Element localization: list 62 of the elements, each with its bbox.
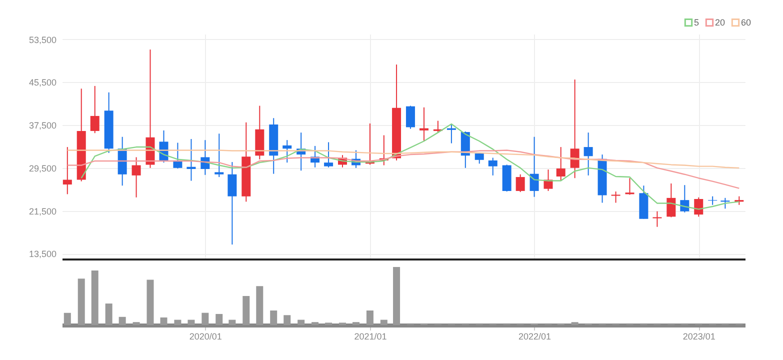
bar bbox=[216, 314, 223, 325]
bar bbox=[118, 316, 126, 325]
candlestick bbox=[90, 85, 100, 134]
candlestick bbox=[228, 162, 237, 246]
candlestick bbox=[556, 146, 566, 182]
candlestick bbox=[62, 146, 72, 195]
bar bbox=[571, 322, 578, 325]
x-tick-label: 2021/01 bbox=[354, 332, 387, 342]
x-tick-label: 2023/01 bbox=[682, 332, 716, 342]
bar bbox=[64, 312, 71, 325]
bar bbox=[393, 267, 400, 325]
bar bbox=[270, 310, 278, 325]
candlestick bbox=[214, 133, 224, 178]
candlestick bbox=[680, 184, 690, 213]
candlestick bbox=[720, 197, 730, 210]
bar bbox=[188, 320, 195, 325]
y-tick-label: 45,500 bbox=[28, 78, 56, 88]
bar bbox=[312, 322, 319, 325]
candlestick bbox=[611, 191, 620, 204]
legend-label: 60 bbox=[741, 18, 752, 28]
candlestick bbox=[282, 140, 292, 164]
legend-label: 5 bbox=[694, 18, 700, 28]
x-tick-label: 2020/01 bbox=[189, 332, 222, 342]
y-tick-label: 13,500 bbox=[28, 249, 56, 260]
candlestick bbox=[694, 196, 704, 218]
candlestick bbox=[625, 178, 634, 196]
y-tick-label: 37,500 bbox=[28, 120, 56, 131]
y-tick-label: 53,500 bbox=[28, 34, 56, 45]
bar bbox=[352, 322, 360, 325]
candlestick bbox=[488, 157, 498, 176]
candlestick bbox=[186, 138, 196, 182]
bar bbox=[132, 322, 140, 325]
candlestick bbox=[406, 105, 415, 130]
bar bbox=[202, 312, 209, 325]
bar bbox=[78, 278, 85, 325]
candlestick bbox=[324, 142, 334, 168]
bar bbox=[366, 310, 374, 325]
candlestick bbox=[132, 156, 141, 198]
x-tick-label: 2022/01 bbox=[518, 332, 552, 342]
bar bbox=[146, 280, 154, 325]
bar bbox=[242, 296, 250, 325]
candlestick bbox=[584, 132, 593, 176]
bar bbox=[91, 270, 98, 325]
bar bbox=[105, 304, 112, 325]
bar bbox=[256, 286, 264, 325]
candlestick bbox=[666, 182, 676, 218]
bar bbox=[160, 317, 168, 325]
bar bbox=[380, 320, 388, 325]
bar bbox=[228, 320, 236, 325]
candlestick bbox=[652, 210, 662, 228]
candlestick bbox=[530, 136, 539, 198]
candlestick bbox=[708, 196, 718, 206]
y-tick-label: 29,500 bbox=[28, 163, 56, 174]
y-tick-label: 21,500 bbox=[28, 206, 56, 216]
bar bbox=[174, 320, 182, 325]
bar bbox=[298, 320, 305, 325]
legend-label: 20 bbox=[715, 18, 726, 28]
candlestick bbox=[419, 106, 428, 142]
candlestick bbox=[446, 124, 456, 144]
candlestick bbox=[570, 79, 580, 179]
bar bbox=[284, 315, 291, 325]
candlestick bbox=[516, 174, 525, 193]
